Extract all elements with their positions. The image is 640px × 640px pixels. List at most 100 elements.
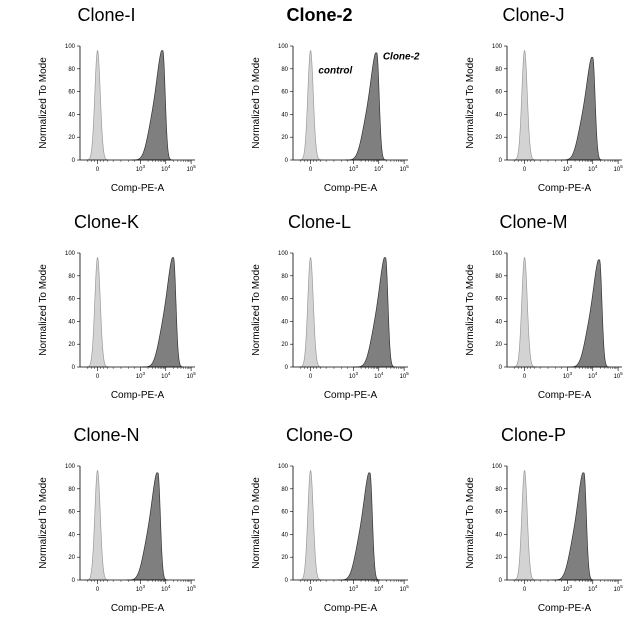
- x-tick-label: 105: [400, 371, 410, 380]
- y-tick-label: 20: [68, 135, 75, 141]
- x-tick-label: 104: [588, 164, 598, 173]
- histogram-plot: 0204060801000103104105Comp-PE-ANormalize…: [427, 0, 640, 213]
- x-tick-label: 104: [374, 164, 384, 173]
- histogram-panel: Clone-P0204060801000103104105Comp-PE-ANo…: [427, 420, 640, 633]
- y-tick-label: 40: [281, 112, 288, 118]
- x-tick-label: 0: [309, 587, 313, 593]
- x-tick-label: 103: [349, 371, 359, 380]
- y-tick-label: 0: [285, 365, 289, 371]
- x-tick-label: 103: [349, 584, 359, 593]
- y-tick-label: 20: [281, 342, 288, 348]
- y-tick-label: 40: [495, 319, 502, 325]
- x-axis-label: Comp-PE-A: [538, 603, 592, 614]
- y-tick-label: 0: [72, 158, 76, 164]
- y-axis-label: Normalized To Mode: [465, 477, 476, 569]
- y-axis-label: Normalized To Mode: [251, 264, 262, 356]
- control-annotation: control: [318, 65, 352, 76]
- y-tick-label: 100: [278, 464, 289, 470]
- control-histogram: [86, 51, 109, 160]
- y-tick-label: 100: [492, 251, 503, 257]
- y-tick-label: 100: [492, 464, 503, 470]
- y-axis-label: Normalized To Mode: [38, 477, 49, 569]
- y-tick-label: 60: [68, 90, 75, 96]
- y-tick-label: 20: [281, 555, 288, 561]
- x-tick-label: 105: [400, 164, 410, 173]
- y-tick-label: 60: [495, 510, 502, 516]
- x-tick-label: 103: [136, 584, 146, 593]
- x-tick-label: 105: [187, 371, 197, 380]
- x-tick-label: 0: [523, 374, 527, 380]
- x-tick-label: 104: [588, 371, 598, 380]
- histogram-plot: 0204060801000103104105Comp-PE-ANormalize…: [213, 207, 426, 420]
- x-tick-label: 104: [161, 371, 171, 380]
- x-axis-label: Comp-PE-A: [324, 183, 378, 194]
- x-tick-label: 105: [614, 371, 624, 380]
- y-tick-label: 0: [499, 365, 503, 371]
- x-tick-label: 103: [563, 164, 573, 173]
- control-histogram: [513, 258, 536, 367]
- x-tick-label: 103: [563, 584, 573, 593]
- sample-histogram: [562, 57, 603, 160]
- histogram-panel: Clone-20204060801000103104105Comp-PE-ANo…: [213, 0, 426, 213]
- control-histogram: [513, 471, 536, 580]
- histogram-plot: 0204060801000103104105Comp-PE-ANormalize…: [427, 420, 640, 633]
- x-tick-label: 105: [187, 584, 197, 593]
- sample-histogram: [132, 51, 173, 160]
- y-tick-label: 0: [72, 578, 76, 584]
- y-tick-label: 40: [495, 532, 502, 538]
- sample-histogram: [553, 473, 594, 580]
- y-axis-label: Normalized To Mode: [251, 57, 262, 149]
- y-tick-label: 20: [495, 342, 502, 348]
- y-tick-label: 80: [68, 67, 75, 73]
- histogram-plot: 0204060801000103104105Comp-PE-ANormalize…: [0, 0, 213, 213]
- y-tick-label: 40: [68, 319, 75, 325]
- x-tick-label: 0: [96, 374, 100, 380]
- y-tick-label: 80: [68, 487, 75, 493]
- y-tick-label: 100: [278, 44, 289, 50]
- control-histogram: [299, 258, 322, 367]
- x-tick-label: 103: [349, 164, 359, 173]
- y-tick-label: 40: [68, 532, 75, 538]
- y-tick-label: 100: [492, 44, 503, 50]
- y-tick-label: 40: [68, 112, 75, 118]
- y-tick-label: 0: [72, 365, 76, 371]
- x-tick-label: 0: [96, 587, 100, 593]
- y-tick-label: 40: [495, 112, 502, 118]
- control-histogram: [86, 258, 109, 367]
- y-tick-label: 40: [281, 532, 288, 538]
- x-tick-label: 104: [161, 164, 171, 173]
- y-tick-label: 100: [278, 251, 289, 257]
- x-tick-label: 103: [563, 371, 573, 380]
- histogram-panel: Clone-O0204060801000103104105Comp-PE-ANo…: [213, 420, 426, 633]
- y-axis-label: Normalized To Mode: [465, 57, 476, 149]
- x-axis-label: Comp-PE-A: [111, 183, 165, 194]
- x-axis-label: Comp-PE-A: [111, 603, 165, 614]
- sample-histogram: [568, 260, 609, 367]
- y-tick-label: 60: [281, 297, 288, 303]
- y-axis-label: Normalized To Mode: [465, 264, 476, 356]
- y-tick-label: 60: [68, 510, 75, 516]
- y-tick-label: 100: [65, 464, 76, 470]
- x-axis-label: Comp-PE-A: [111, 390, 165, 401]
- y-tick-label: 80: [281, 274, 288, 280]
- y-tick-label: 100: [65, 251, 76, 257]
- x-tick-label: 105: [400, 584, 410, 593]
- y-tick-label: 80: [68, 274, 75, 280]
- x-axis-label: Comp-PE-A: [324, 390, 378, 401]
- control-histogram: [299, 471, 322, 580]
- y-tick-label: 60: [495, 297, 502, 303]
- histogram-plot: 0204060801000103104105Comp-PE-ANormalize…: [427, 207, 640, 420]
- y-tick-label: 80: [281, 67, 288, 73]
- y-tick-label: 80: [495, 67, 502, 73]
- x-axis-label: Comp-PE-A: [538, 183, 592, 194]
- y-tick-label: 0: [285, 578, 289, 584]
- histogram-plot: 0204060801000103104105Comp-PE-ANormalize…: [213, 0, 426, 213]
- y-axis-label: Normalized To Mode: [38, 264, 49, 356]
- histogram-panel: Clone-J0204060801000103104105Comp-PE-ANo…: [427, 0, 640, 213]
- y-tick-label: 80: [281, 487, 288, 493]
- histogram-plot: 0204060801000103104105Comp-PE-ANormalize…: [213, 420, 426, 633]
- y-tick-label: 80: [495, 274, 502, 280]
- sample-histogram: [339, 473, 380, 580]
- x-tick-label: 105: [614, 584, 624, 593]
- histogram-panel: Clone-K0204060801000103104105Comp-PE-ANo…: [0, 207, 213, 420]
